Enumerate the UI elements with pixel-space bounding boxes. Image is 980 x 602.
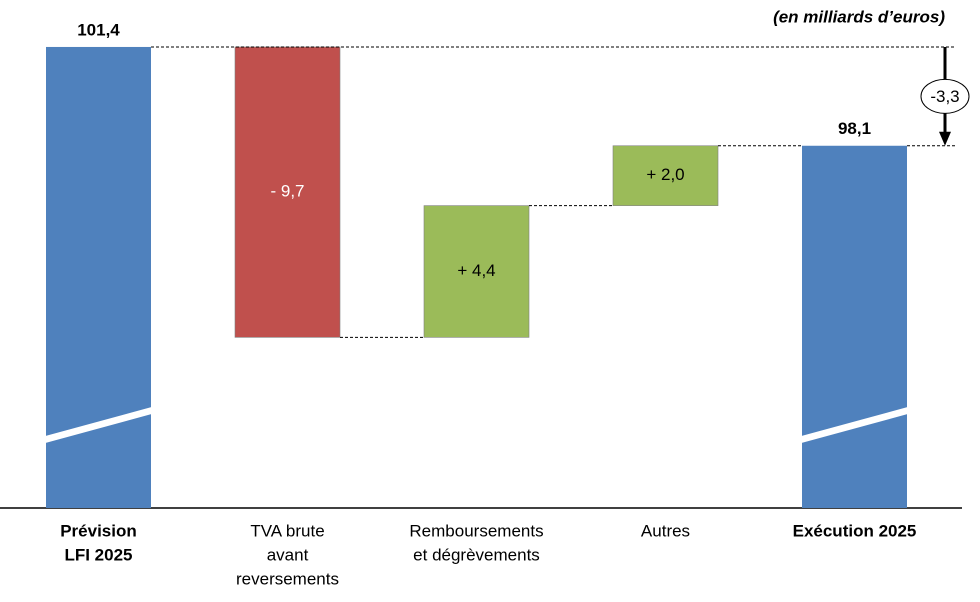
bar bbox=[802, 145, 907, 508]
total-label: 101,4 bbox=[77, 20, 120, 39]
x-tick-label: TVA brute bbox=[250, 521, 324, 540]
bar bbox=[423, 205, 530, 338]
axis-break bbox=[794, 405, 915, 445]
axis-break bbox=[38, 405, 159, 445]
annotation-label: -3,3 bbox=[930, 87, 959, 106]
x-tick-label: avant bbox=[267, 545, 309, 564]
delta-label: + 2,0 bbox=[646, 165, 684, 184]
annotation-bubble bbox=[920, 78, 970, 114]
bar bbox=[46, 46, 151, 509]
x-tick-label: et dégrèvements bbox=[413, 545, 540, 564]
subtitle: (en milliards d’euros) bbox=[773, 7, 945, 26]
total-label: 98,1 bbox=[838, 119, 871, 138]
x-tick-label: Autres bbox=[641, 521, 690, 540]
x-tick-label: Remboursements bbox=[409, 521, 543, 540]
x-tick-label: LFI 2025 bbox=[64, 545, 132, 564]
bar bbox=[234, 46, 341, 338]
x-tick-label: Prévision bbox=[60, 521, 137, 540]
delta-label: - 9,7 bbox=[270, 182, 304, 201]
bar bbox=[612, 145, 719, 206]
arrow-head bbox=[939, 131, 951, 146]
x-tick-label: reversements bbox=[236, 569, 339, 588]
x-tick-label: Exécution 2025 bbox=[793, 521, 917, 540]
delta-label: + 4,4 bbox=[457, 261, 495, 280]
